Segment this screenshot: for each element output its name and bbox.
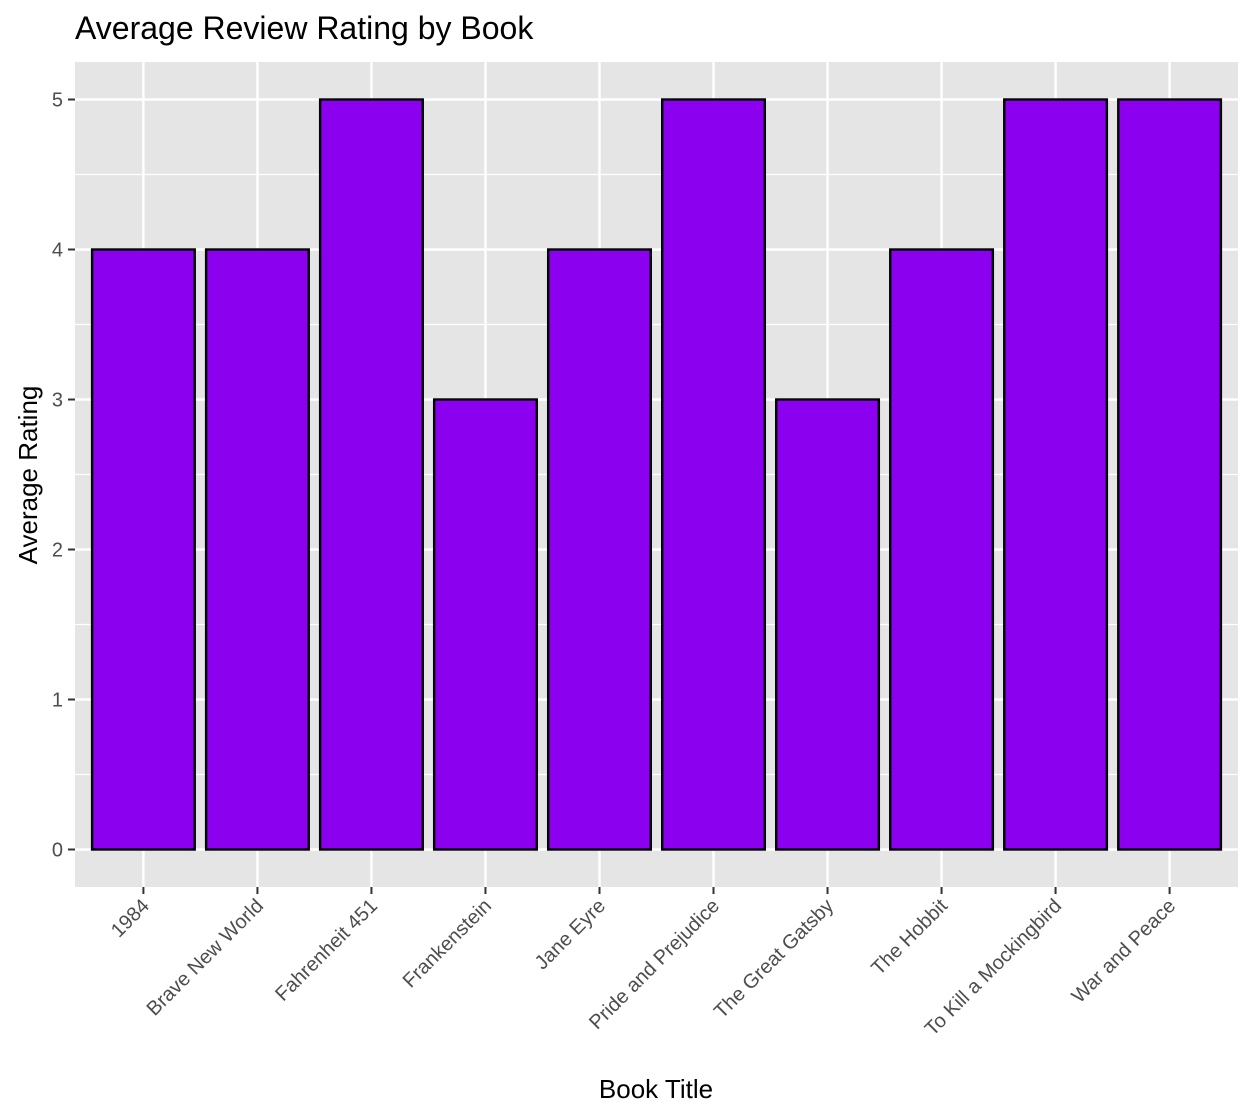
x-tick-label: 1984 [107,895,154,942]
y-tick-label: 5 [52,90,63,112]
bar [432,398,538,851]
bar [318,98,424,851]
x-tick-label: The Great Gatsby [710,895,838,1023]
x-tick-label: Jane Eyre [531,895,610,974]
bar [546,248,652,851]
bar [1003,98,1109,851]
bar [90,248,196,851]
y-tick-label: 4 [52,240,63,262]
x-tick-label: War and Peace [1068,895,1181,1008]
bar [1117,98,1223,851]
x-tick-label: The Hobbit [867,895,952,980]
x-tick-label: Frankenstein [399,895,496,992]
bar [889,248,995,851]
x-tick-label: Brave New World [143,895,268,1020]
x-tick-label: Fahrenheit 451 [271,895,382,1006]
y-tick-label: 0 [52,840,63,862]
y-tick-label: 3 [52,390,63,412]
y-tick-label: 1 [52,690,63,712]
y-axis-title: Average Rating [13,386,43,565]
x-tick-label: Pride and Prejudice [585,895,724,1034]
y-axis: 0 1 2 3 4 5 [52,90,75,862]
y-tick-label: 2 [52,540,63,562]
chart-title: Average Review Rating by Book [75,10,534,46]
bar [661,98,767,851]
bar [204,248,310,851]
x-axis-title: Book Title [599,1074,713,1104]
bar [775,398,881,851]
bars [90,98,1223,851]
